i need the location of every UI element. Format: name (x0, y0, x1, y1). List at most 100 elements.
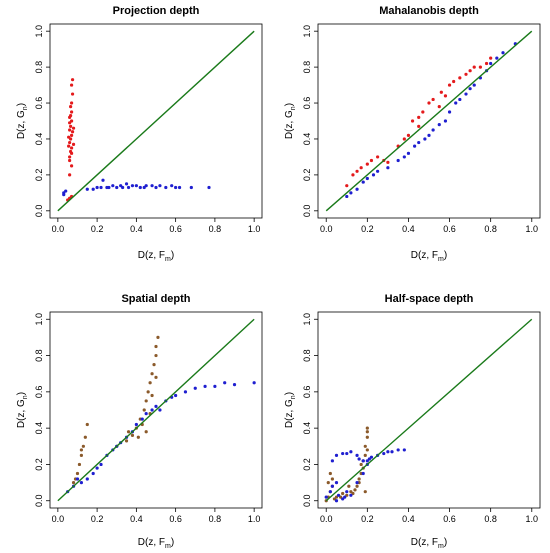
data-point-series-2 (203, 384, 207, 389)
data-point-series-1 (69, 124, 73, 128)
data-point-series-2 (144, 412, 148, 416)
data-point-series-1 (69, 83, 74, 87)
data-point-series-1 (69, 151, 74, 155)
data-point-series-1 (142, 408, 146, 412)
y-tick-label: 0.6 (34, 386, 44, 399)
data-point-series-1 (68, 140, 72, 145)
data-point-series-1 (355, 484, 359, 488)
y-tick-label: 0.8 (302, 349, 312, 362)
x-tick-label: 0.4 (402, 224, 415, 234)
data-point-series-1 (69, 101, 74, 105)
data-point-series-1 (484, 61, 489, 66)
data-point-series-1 (71, 126, 76, 130)
data-point-series-2 (154, 185, 158, 190)
data-point-series-2 (115, 185, 119, 190)
data-point-series-2 (91, 471, 95, 476)
data-point-series-2 (193, 386, 197, 390)
reference-diagonal-line (325, 30, 533, 212)
data-point-series-1 (417, 115, 421, 120)
data-point-series-2 (75, 477, 80, 481)
data-point-series-1 (154, 353, 158, 358)
data-point-series-1 (345, 493, 349, 497)
data-point-series-2 (62, 193, 66, 197)
data-point-series-2 (495, 56, 499, 60)
data-point-series-2 (334, 480, 339, 485)
data-point-series-1 (79, 448, 84, 452)
data-point-series-1 (369, 158, 374, 163)
data-point-series-1 (77, 462, 82, 467)
data-point-series-1 (69, 114, 73, 118)
reference-diagonal-line (57, 318, 255, 502)
y-tick-label: 0.2 (34, 458, 44, 471)
y-axis-label: D(z, Gn) (284, 103, 297, 139)
data-point-series-2 (99, 462, 103, 467)
data-point-series-2 (501, 51, 505, 55)
data-point-series-2 (355, 453, 359, 457)
data-point-series-2 (371, 173, 376, 177)
data-point-series-1 (326, 480, 330, 485)
data-point-series-1 (447, 83, 452, 87)
x-tick-label: 0.4 (130, 224, 143, 234)
y-tick-label: 0.2 (302, 169, 312, 182)
y-tick-label: 0.8 (34, 349, 44, 362)
data-point-series-1 (330, 477, 334, 481)
x-axis-label: D(z, Fm) (138, 250, 174, 263)
y-tick-label: 0.4 (34, 422, 44, 435)
data-point-series-2 (396, 448, 400, 452)
data-point-series-2 (232, 382, 237, 387)
data-point-series-1 (71, 480, 76, 485)
data-point-series-2 (349, 191, 353, 195)
data-point-series-1 (70, 78, 75, 82)
data-point-series-1 (136, 435, 140, 439)
data-point-series-1 (421, 110, 425, 114)
x-tick-label: 0.6 (443, 224, 456, 234)
data-point-series-2 (111, 184, 115, 188)
data-point-series-1 (468, 69, 472, 73)
reference-diagonal-line (325, 318, 533, 502)
data-point-series-1 (144, 430, 148, 434)
y-tick-label: 0.4 (302, 422, 312, 435)
plot-frame (317, 311, 541, 509)
x-tick-label: 0.0 (320, 514, 333, 524)
data-point-series-2 (207, 185, 211, 190)
data-point-series-2 (361, 459, 365, 463)
data-point-series-1 (357, 477, 361, 481)
x-tick-label: 1.0 (248, 224, 261, 234)
data-point-series-2 (124, 182, 129, 186)
data-point-series-1 (67, 135, 71, 139)
x-tick-label: 0.8 (484, 514, 497, 524)
x-axis-label: D(z, Fm) (411, 250, 447, 263)
data-point-series-2 (183, 390, 188, 394)
y-tick-label: 0.8 (302, 61, 312, 74)
data-point-series-2 (345, 451, 349, 456)
data-point-series-1 (144, 399, 148, 403)
data-point-series-2 (361, 180, 365, 184)
x-tick-label: 0.2 (361, 514, 374, 524)
data-point-series-1 (70, 130, 75, 134)
data-point-series-1 (365, 426, 369, 430)
data-point-series-2 (345, 490, 349, 494)
reference-diagonal-line (57, 30, 255, 212)
data-point-series-2 (334, 453, 339, 457)
data-point-series-1 (85, 422, 89, 427)
data-point-series-1 (386, 160, 390, 164)
data-point-series-1 (124, 439, 129, 443)
data-point-series-1 (365, 430, 369, 434)
data-point-series-1 (71, 142, 76, 146)
x-tick-label: 0.6 (169, 224, 182, 234)
x-tick-label: 0.0 (52, 224, 65, 234)
x-tick-label: 1.0 (248, 514, 261, 524)
data-point-series-1 (363, 444, 367, 448)
data-point-series-1 (353, 488, 357, 492)
data-point-series-1 (68, 155, 72, 159)
panel-4: Half-space depth 0.0 0.2 0.4 0.6 0.8 1.0 0.0 0.2… (284, 293, 541, 550)
data-point-series-2 (382, 451, 386, 456)
data-point-series-2 (79, 480, 84, 485)
data-point-series-1 (156, 335, 160, 340)
data-point-series-2 (402, 155, 406, 159)
data-point-series-1 (489, 56, 493, 60)
data-point-series-2 (447, 110, 452, 114)
data-point-series-1 (464, 72, 468, 76)
data-point-series-2 (328, 490, 332, 494)
data-point-series-2 (443, 119, 448, 123)
